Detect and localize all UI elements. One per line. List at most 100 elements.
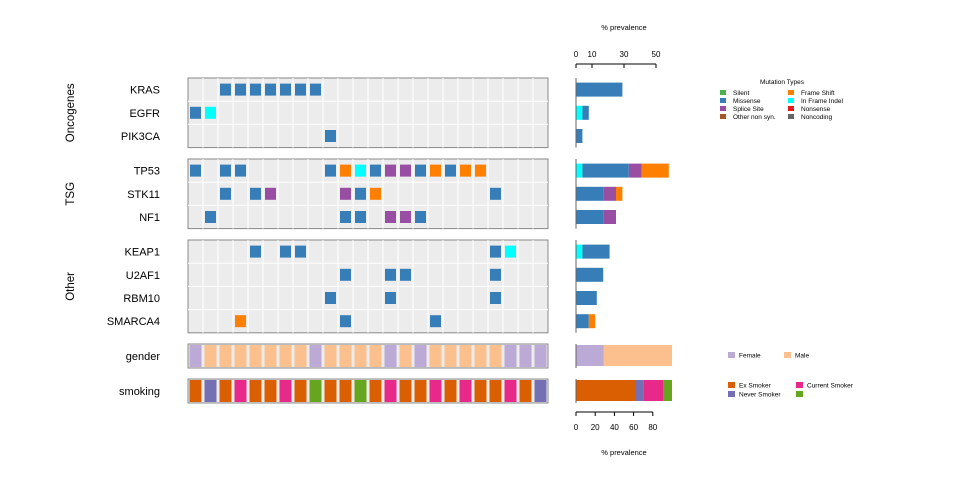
clinical-panel bbox=[187, 378, 549, 404]
clinical-cell bbox=[369, 345, 382, 367]
mutation-cell bbox=[490, 268, 501, 281]
prevalence-axes: % prevalence % prevalence 0 10 30 50 0 20 40 60… bbox=[574, 23, 661, 457]
mutation-cell bbox=[385, 211, 396, 223]
clinical-cell bbox=[294, 345, 307, 367]
clinical-cell bbox=[519, 380, 532, 402]
mutation-cell bbox=[190, 106, 201, 119]
mutation-cell bbox=[430, 164, 441, 177]
mutation-cell bbox=[280, 245, 291, 258]
prevalence-bar bbox=[576, 291, 597, 305]
mutation-cell bbox=[325, 292, 336, 304]
clinical-prevalence-bar bbox=[576, 380, 636, 401]
clinical-legend-swatch bbox=[728, 352, 735, 358]
clinical-label: smoking bbox=[119, 386, 160, 398]
clinical-tracks: gender smoking bbox=[119, 343, 672, 404]
clinical-cell bbox=[444, 345, 457, 367]
mutation-cell bbox=[235, 164, 246, 177]
gene-groups: Oncogenes KRAS EGFR PIK3CA TSG TP53 STK11 NF1 Ot… bbox=[65, 77, 549, 334]
clinical-legend-label: Never Smoker bbox=[739, 392, 781, 399]
group-label: Oncogenes bbox=[65, 83, 77, 142]
clinical-legend-label: Ex Smoker bbox=[739, 383, 772, 390]
clinical-cell bbox=[504, 345, 517, 367]
clinical-cell bbox=[204, 380, 217, 402]
mutation-cell bbox=[220, 83, 231, 96]
mutation-cell bbox=[400, 268, 411, 281]
mutation-cell bbox=[490, 245, 501, 258]
mutation-cell bbox=[250, 83, 261, 96]
clinical-cell bbox=[204, 345, 217, 367]
mutation-cell bbox=[340, 315, 351, 328]
clinical-cell bbox=[324, 345, 337, 367]
mutation-cell bbox=[325, 164, 336, 177]
legend-swatch bbox=[720, 106, 726, 111]
clinical-prevalence-bar bbox=[635, 380, 644, 401]
clinical-cell bbox=[384, 345, 397, 367]
mutation-cell bbox=[205, 106, 216, 119]
clinical-cell bbox=[219, 345, 232, 367]
clinical-cell bbox=[399, 380, 412, 402]
mutation-cell bbox=[490, 187, 501, 200]
clinical-cell bbox=[279, 345, 292, 367]
legend-label: Missense bbox=[733, 98, 761, 105]
clinical-cell bbox=[354, 345, 367, 367]
prevalence-bar bbox=[576, 186, 604, 201]
clinical-cell bbox=[339, 345, 352, 367]
mutation-cell bbox=[220, 164, 231, 177]
mutation-cell bbox=[385, 164, 396, 177]
prevalence-bar bbox=[576, 82, 623, 97]
clinical-cell bbox=[399, 345, 412, 367]
clinical-cell bbox=[354, 380, 367, 402]
top-axis-tick-label: 0 bbox=[574, 50, 579, 59]
prevalence-bar bbox=[576, 105, 583, 120]
bottom-axis-tick-label: 20 bbox=[591, 423, 600, 432]
clinical-cell bbox=[459, 380, 472, 402]
mutation-cell bbox=[460, 164, 471, 177]
prevalence-bar bbox=[628, 163, 642, 178]
mutation-cell bbox=[325, 130, 336, 142]
legend-swatch bbox=[788, 90, 794, 95]
legend-label: Splice Site bbox=[733, 106, 764, 113]
bottom-axis-tick-label: 40 bbox=[610, 423, 619, 432]
mutation-cell bbox=[430, 315, 441, 328]
top-axis-tick-label: 50 bbox=[652, 50, 661, 59]
mutation-cell bbox=[505, 245, 516, 258]
clinical-prevalence-bar bbox=[603, 345, 672, 366]
clinical-cell bbox=[429, 345, 442, 367]
clinical-legend-swatch bbox=[728, 391, 735, 397]
clinical-cell bbox=[504, 380, 517, 402]
mutation-cell bbox=[370, 164, 381, 177]
top-axis-tick-label: 10 bbox=[588, 50, 597, 59]
bottom-axis-label: % prevalence bbox=[601, 448, 646, 457]
gene-label: TP53 bbox=[134, 166, 160, 178]
prevalence-bar bbox=[582, 244, 610, 259]
gene-label: STK11 bbox=[127, 189, 160, 201]
mutation-legend: Mutation Types Female Male Ex Smoker Curren… bbox=[720, 79, 854, 399]
clinical-cell bbox=[294, 380, 307, 402]
mutation-cell bbox=[415, 211, 426, 223]
prevalence-bar bbox=[588, 314, 596, 329]
mutation-cell bbox=[490, 292, 501, 304]
clinical-legend-label: Female bbox=[739, 353, 761, 360]
clinical-legend-swatch bbox=[796, 391, 803, 397]
mutation-cell bbox=[220, 187, 231, 200]
clinical-cell bbox=[534, 380, 547, 402]
clinical-cell bbox=[309, 380, 322, 402]
clinical-legend-label: Male bbox=[795, 353, 809, 360]
clinical-legend-label: Current Smoker bbox=[807, 383, 854, 390]
clinical-legend-swatch bbox=[784, 352, 791, 358]
mutation-cell bbox=[340, 211, 351, 223]
mutation-cell bbox=[340, 268, 351, 281]
prevalence-bar bbox=[576, 314, 589, 329]
mutation-cell bbox=[295, 245, 306, 258]
prevalence-bar bbox=[603, 210, 616, 224]
clinical-cell bbox=[429, 380, 442, 402]
legend-label: Silent bbox=[733, 90, 749, 97]
prevalence-bar bbox=[576, 129, 583, 143]
clinical-cell bbox=[234, 345, 247, 367]
mutation-cell bbox=[235, 315, 246, 328]
clinical-cell bbox=[234, 380, 247, 402]
legend-swatch bbox=[788, 98, 794, 103]
clinical-prevalence-bar bbox=[643, 380, 664, 401]
clinical-cell bbox=[474, 345, 487, 367]
legend-label: Noncoding bbox=[801, 114, 832, 121]
